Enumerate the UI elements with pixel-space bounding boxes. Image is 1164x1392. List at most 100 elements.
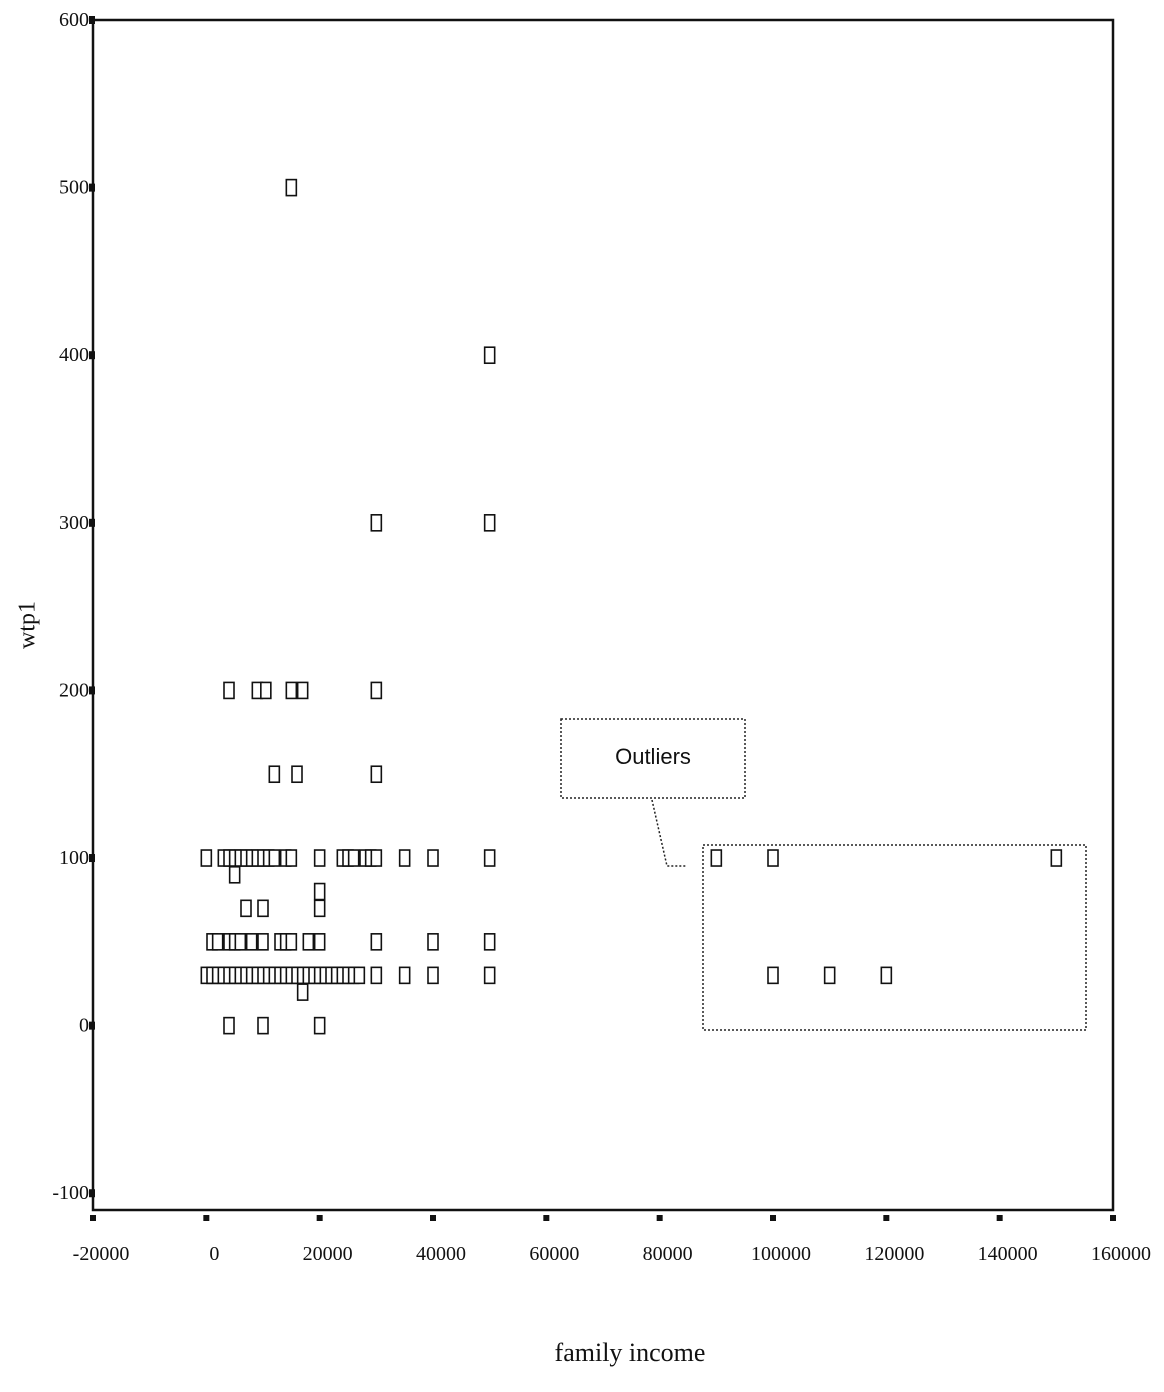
data-point bbox=[285, 681, 298, 700]
y-tick-mark bbox=[89, 1021, 95, 1030]
y-tick-label: 500 bbox=[59, 177, 89, 199]
y-tick-mark bbox=[89, 854, 95, 863]
data-point bbox=[257, 1016, 269, 1035]
data-point bbox=[710, 849, 723, 867]
x-axis: -20000 0 20000 40000 60000 80000 100000 120000 1… bbox=[73, 1215, 1151, 1265]
data-point bbox=[370, 849, 383, 867]
data-point bbox=[313, 849, 326, 867]
outliers-leader-line bbox=[651, 799, 687, 867]
y-tick-label: 100 bbox=[59, 847, 89, 869]
data-point bbox=[427, 966, 439, 985]
x-tick-mark bbox=[1110, 1215, 1116, 1221]
x-tick-mark bbox=[203, 1215, 210, 1221]
data-point bbox=[245, 933, 258, 951]
x-tick-label: 0 bbox=[209, 1243, 219, 1265]
x-tick-label: 160000 bbox=[1091, 1243, 1151, 1265]
data-point bbox=[313, 899, 326, 918]
x-tick-mark bbox=[90, 1215, 96, 1221]
y-axis-label-text: wtp1 bbox=[14, 601, 41, 649]
data-point bbox=[200, 849, 213, 867]
x-axis-label: family income bbox=[554, 1338, 706, 1367]
data-point bbox=[1050, 849, 1063, 867]
data-point bbox=[268, 765, 281, 784]
data-point bbox=[483, 966, 496, 985]
y-tick-label: 300 bbox=[59, 512, 89, 534]
x-tick-label: 60000 bbox=[529, 1243, 579, 1265]
y-tick-mark bbox=[89, 686, 95, 695]
data-point bbox=[223, 681, 235, 700]
x-tick-label: 40000 bbox=[416, 1243, 466, 1265]
x-tick-mark bbox=[316, 1215, 323, 1221]
data-point bbox=[370, 765, 383, 784]
data-point bbox=[313, 1016, 326, 1035]
data-points bbox=[200, 178, 1063, 1035]
data-point bbox=[240, 899, 252, 918]
y-tick-mark bbox=[89, 183, 95, 192]
x-tick-label: 140000 bbox=[978, 1243, 1038, 1265]
data-point bbox=[370, 514, 383, 532]
data-point bbox=[313, 933, 326, 951]
data-point bbox=[291, 765, 303, 784]
x-tick-mark bbox=[770, 1215, 776, 1221]
x-tick-mark bbox=[543, 1215, 550, 1221]
data-point bbox=[228, 865, 241, 884]
data-point bbox=[260, 681, 272, 700]
data-point bbox=[234, 933, 247, 951]
data-point bbox=[211, 933, 224, 951]
x-tick-mark bbox=[883, 1215, 890, 1221]
data-point bbox=[767, 966, 779, 985]
outliers-annotation: Outliers bbox=[560, 718, 1087, 1031]
x-tick-label: 100000 bbox=[751, 1243, 811, 1265]
x-tick-mark bbox=[430, 1215, 436, 1221]
y-axis: 600 500 400 300 200 100 0 -100 bbox=[52, 9, 95, 1204]
y-tick-mark bbox=[89, 518, 95, 527]
x-tick-mark bbox=[656, 1215, 663, 1221]
data-point bbox=[370, 933, 383, 951]
data-point bbox=[257, 899, 269, 918]
data-point bbox=[285, 933, 298, 951]
y-tick-mark bbox=[89, 1189, 95, 1198]
x-tick-label: 80000 bbox=[643, 1243, 693, 1265]
x-tick-label: 20000 bbox=[303, 1243, 353, 1265]
data-point bbox=[370, 966, 383, 985]
y-tick-label: 600 bbox=[59, 9, 89, 31]
data-point bbox=[427, 933, 439, 951]
outliers-region-box bbox=[702, 844, 1087, 1031]
data-point bbox=[483, 849, 496, 867]
data-point bbox=[302, 933, 315, 951]
data-point bbox=[483, 346, 496, 365]
data-point bbox=[398, 966, 411, 985]
data-point bbox=[823, 966, 836, 985]
data-point bbox=[257, 933, 269, 951]
data-point bbox=[223, 1016, 235, 1035]
data-point bbox=[483, 933, 496, 951]
outliers-callout-box bbox=[560, 718, 746, 799]
y-tick-label: 0 bbox=[79, 1015, 89, 1037]
data-point bbox=[296, 681, 309, 700]
data-point bbox=[767, 849, 779, 867]
x-tick-label: -20000 bbox=[73, 1243, 130, 1265]
x-tick-label: 120000 bbox=[864, 1243, 924, 1265]
data-point bbox=[398, 849, 411, 867]
data-point bbox=[285, 178, 298, 197]
y-tick-label: 200 bbox=[59, 679, 89, 701]
data-point bbox=[483, 514, 496, 532]
y-axis-label: wtp1 bbox=[8, 570, 48, 680]
y-tick-mark bbox=[89, 351, 95, 360]
data-point bbox=[268, 849, 281, 867]
x-tick-mark bbox=[996, 1215, 1003, 1221]
data-point bbox=[880, 966, 893, 985]
data-point bbox=[285, 849, 298, 867]
data-point bbox=[296, 983, 309, 1001]
plot-frame bbox=[91, 18, 1115, 1212]
outliers-label: Outliers bbox=[615, 744, 691, 769]
data-point bbox=[370, 681, 383, 700]
data-point bbox=[347, 849, 360, 867]
y-tick-mark bbox=[89, 16, 95, 24]
y-tick-label: -100 bbox=[52, 1182, 89, 1204]
data-point bbox=[313, 882, 326, 901]
y-tick-label: 400 bbox=[59, 344, 89, 366]
data-point bbox=[427, 849, 439, 867]
